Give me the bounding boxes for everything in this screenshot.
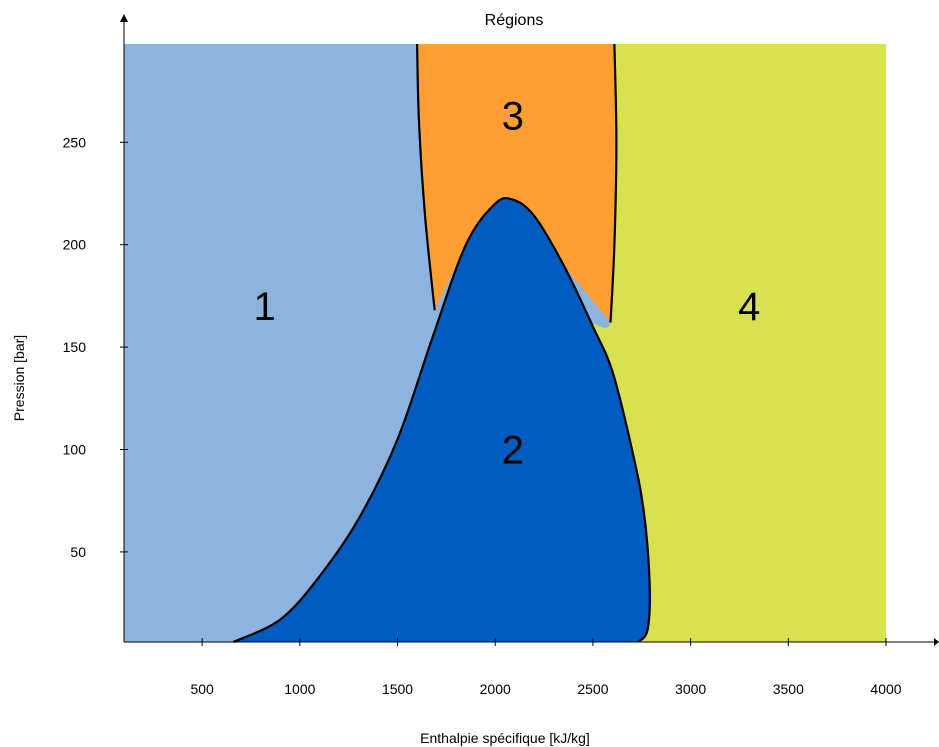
boundary-3-left-line [416, 43, 436, 311]
x-tick-label: 4000 [870, 681, 901, 697]
region-3-area [417, 44, 617, 323]
x-tick-label: 1000 [284, 681, 315, 697]
chart-title: Régions [485, 12, 544, 29]
region-label-1: 1 [254, 285, 276, 329]
y-tick-label: 250 [63, 134, 87, 150]
region-label-3: 3 [502, 95, 524, 139]
y-tick-label: 100 [63, 441, 87, 457]
x-tick-label: 500 [190, 681, 214, 697]
y-tick-label: 50 [70, 544, 86, 560]
boundary-saturation-line [232, 196, 651, 643]
x-tick-label: 2000 [480, 681, 511, 697]
axes-layer: 500 1000 1500 2000 2500 3000 3500 4000 50 100 150 2… [63, 14, 939, 697]
region-4-fill [592, 44, 886, 642]
x-axis-label: Enthalpie spécifique [kJ/kg] [420, 730, 590, 746]
y-axis-arrow [120, 14, 128, 22]
x-tick-label: 2500 [577, 681, 608, 697]
regions-layer [124, 43, 886, 643]
x-tick-label: 3500 [773, 681, 804, 697]
labels-layer: 1 2 3 4 [254, 95, 761, 473]
y-tick-label: 200 [63, 237, 87, 253]
region-2-area [233, 198, 650, 642]
region-label-2: 2 [502, 428, 524, 472]
y-tick-label: 150 [63, 339, 87, 355]
x-tick-label: 3000 [675, 681, 706, 697]
boundary-3-right-line [609, 43, 618, 323]
x-tick-label: 1500 [382, 681, 413, 697]
y-axis-label: Pression [bar] [11, 335, 27, 421]
region-label-4: 4 [738, 285, 760, 329]
x-axis-arrow [934, 638, 939, 646]
